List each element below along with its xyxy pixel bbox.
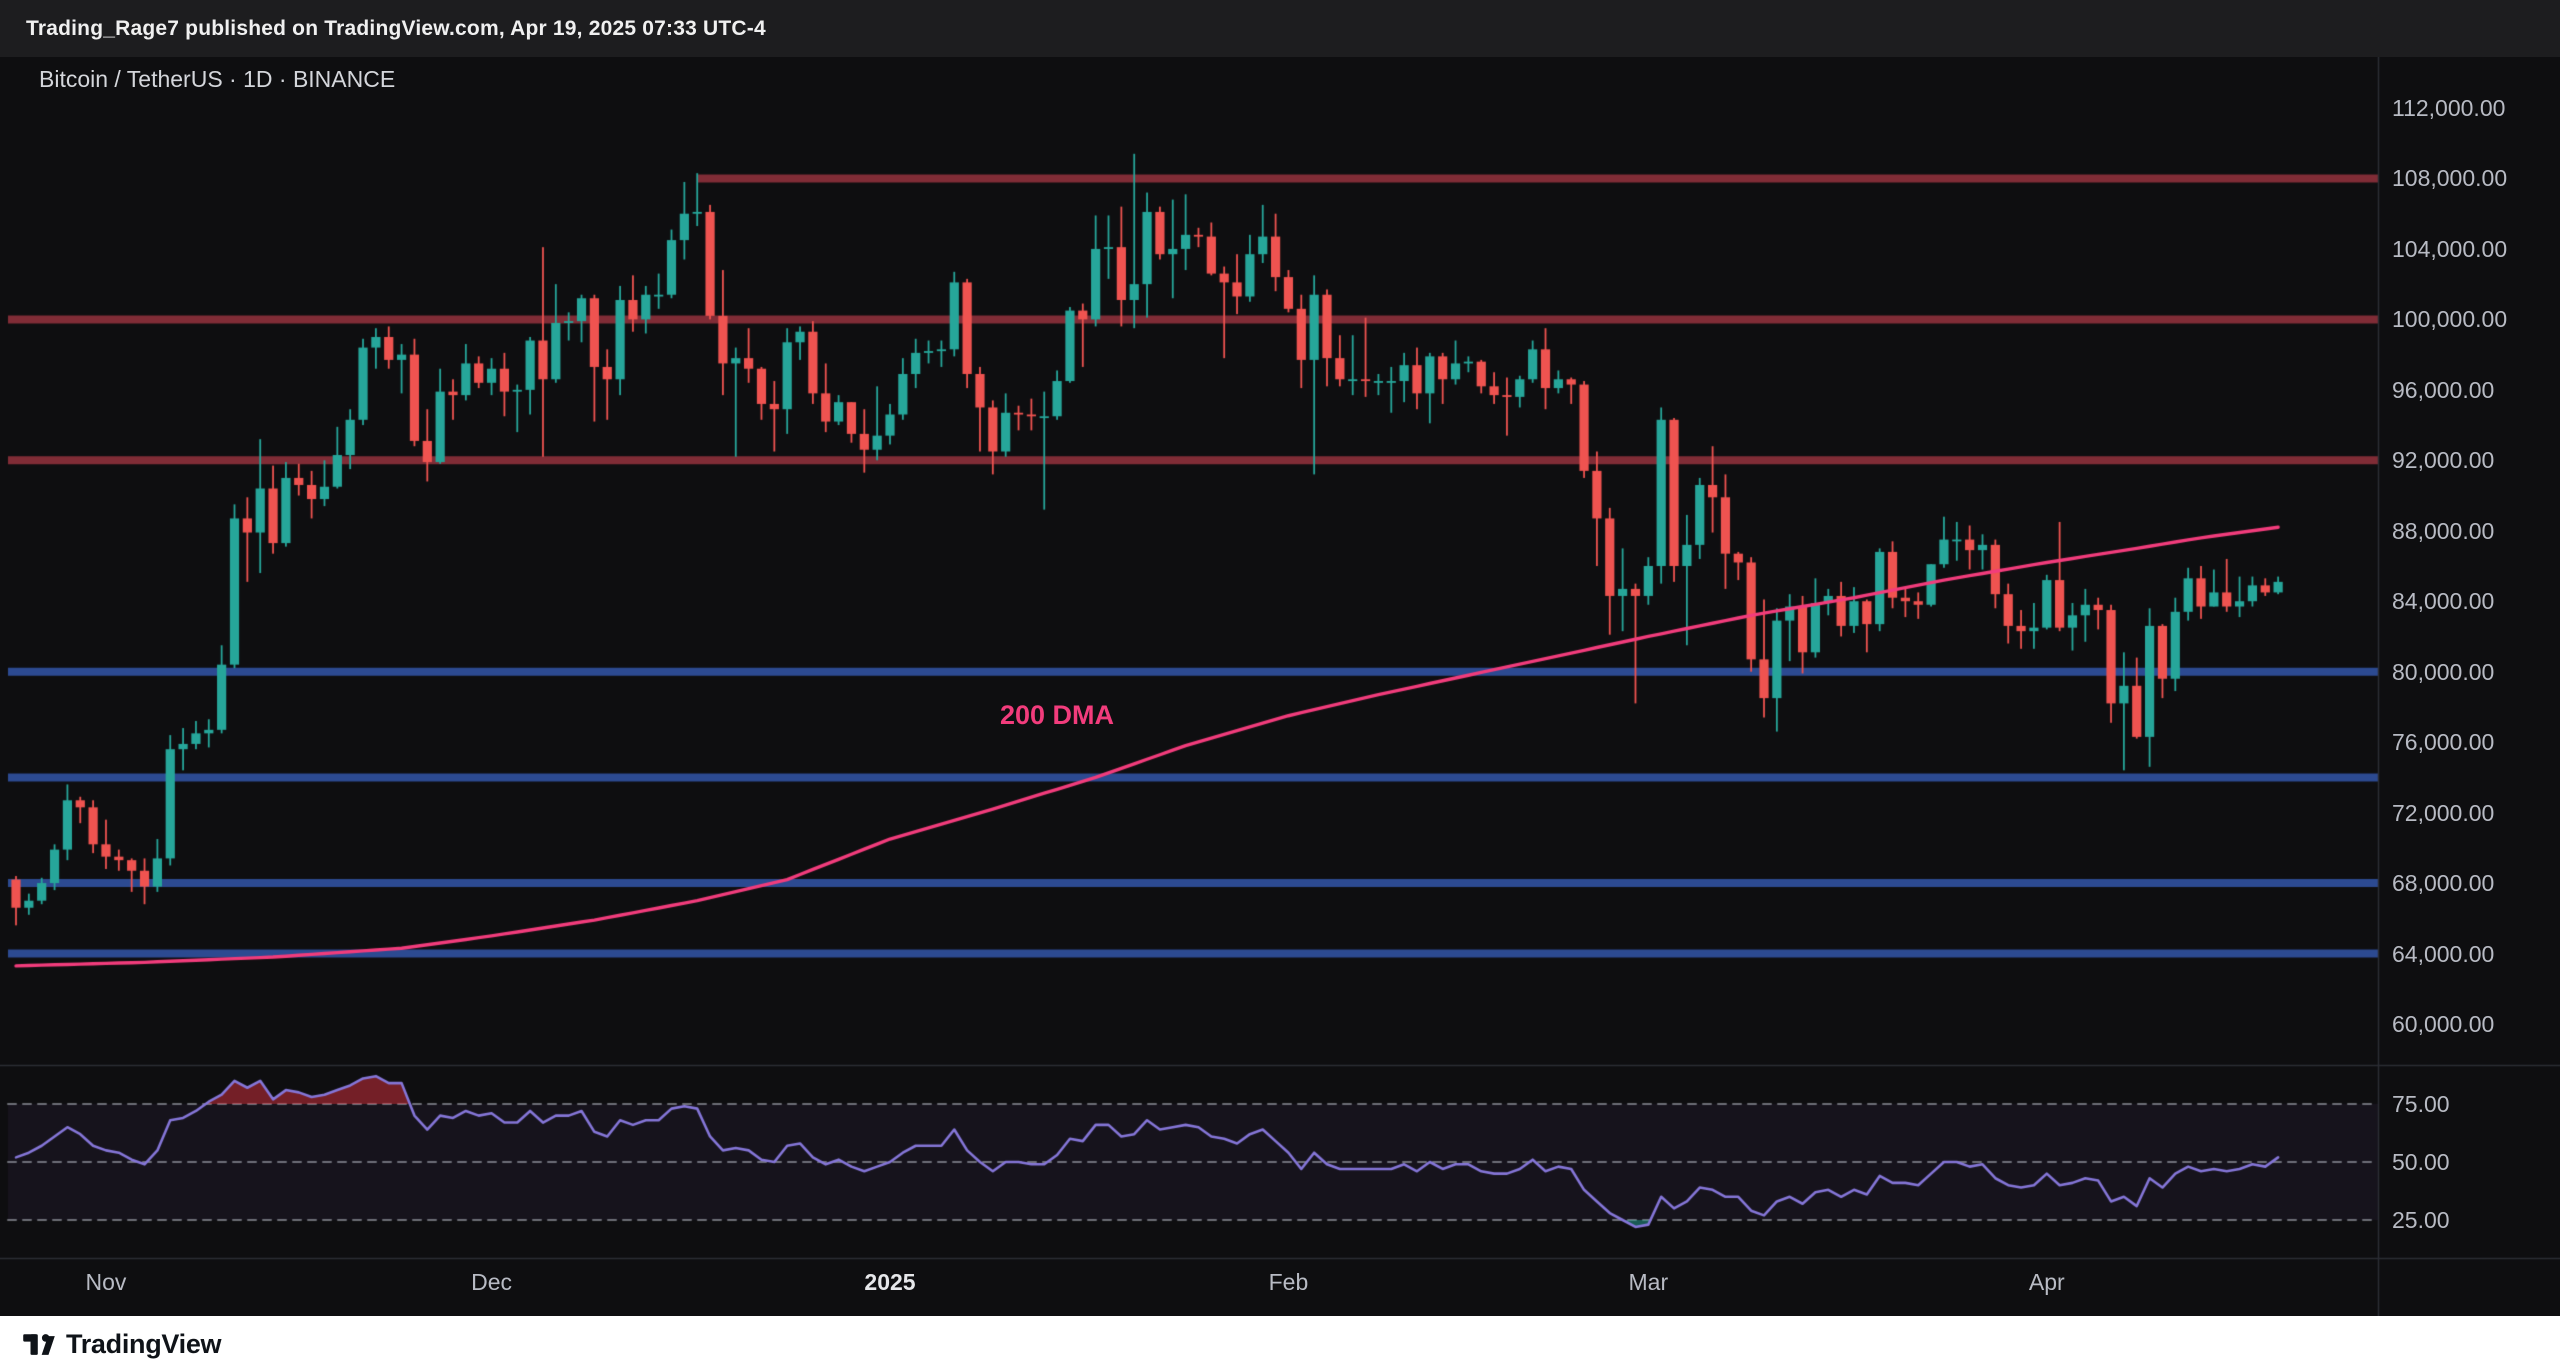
price-tick-label: 108,000.00 (2392, 165, 2508, 192)
publish-bar: Trading_Rage7 published on TradingView.c… (0, 0, 2560, 57)
price-tick-label: 112,000.00 (2392, 95, 2506, 121)
footer-bar: TradingView (0, 1316, 2560, 1372)
publish-info: Trading_Rage7 published on TradingView.c… (26, 16, 766, 40)
price-tick-label: 104,000.00 (2392, 235, 2508, 262)
price-tick-label: 72,000.00 (2392, 799, 2495, 826)
price-tick-label: 76,000.00 (2392, 729, 2495, 756)
time-tick-label: 2025 (864, 1269, 916, 1295)
price-tick-label: 80,000.00 (2392, 658, 2495, 685)
price-tick-label: 84,000.00 (2392, 588, 2495, 615)
tradingview-logo-icon (23, 1334, 55, 1355)
price-tick-label: 92,000.00 (2392, 447, 2495, 474)
price-tick-label: 88,000.00 (2392, 517, 2495, 544)
rsi-tick-label: 50.00 (2392, 1149, 2450, 1175)
price-tick-label: 96,000.00 (2392, 376, 2495, 403)
symbol-title[interactable]: Bitcoin / TetherUS · 1D · BINANCE (39, 66, 396, 92)
tradingview-wordmark: TradingView (66, 1328, 222, 1359)
time-tick-label: Nov (85, 1269, 127, 1295)
tradingview-logo[interactable]: TradingView (22, 1327, 222, 1361)
time-tick-label: Feb (1268, 1269, 1309, 1295)
price-tick-label: 60,000.00 (2392, 1011, 2495, 1037)
price-tick-label: 100,000.00 (2392, 306, 2508, 333)
rsi-tick-label: 75.00 (2392, 1091, 2450, 1117)
time-tick-label: Dec (471, 1269, 512, 1295)
rsi-tick-label: 25.00 (2392, 1207, 2450, 1233)
time-tick-label: Apr (2028, 1269, 2065, 1295)
time-tick-label: Mar (1628, 1269, 1669, 1295)
dma-label: 200 DMA (1000, 700, 1115, 730)
price-tick-label: 64,000.00 (2392, 940, 2495, 967)
price-tick-label: 68,000.00 (2392, 870, 2495, 897)
